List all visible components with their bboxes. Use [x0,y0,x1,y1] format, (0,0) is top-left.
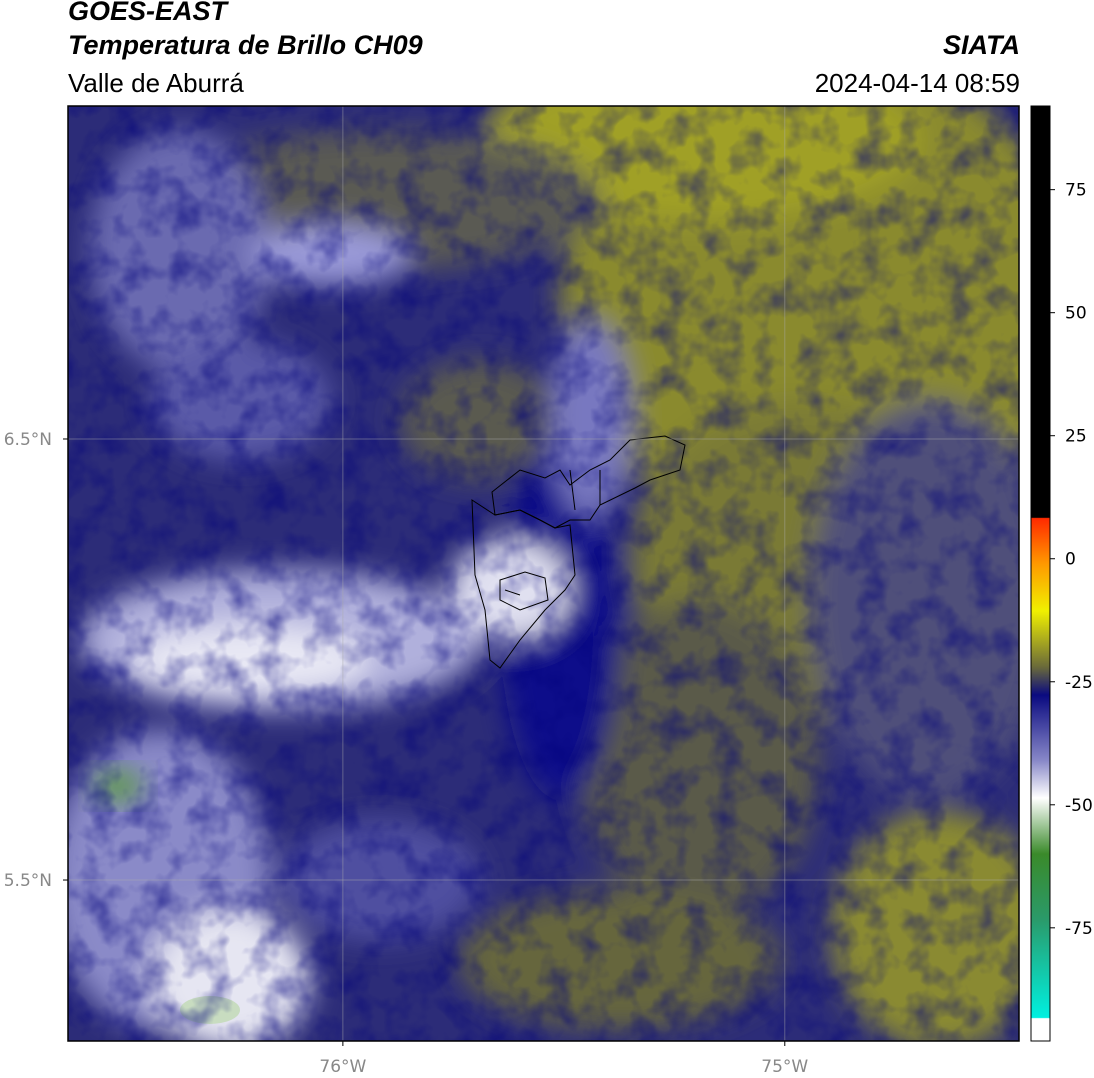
colorbar-label: -25 [1065,673,1093,693]
colorbar [1030,105,1051,1042]
graticule [68,106,1019,1041]
title: GOES-EAST [68,0,230,26]
lat-label: 5.5°N [4,871,52,891]
colorbar-label: 25 [1065,427,1087,447]
colorbar-label: -75 [1065,919,1093,939]
source: SIATA [943,30,1020,60]
lat-label: 6.5°N [4,430,52,450]
lon-label: 76°W [319,1057,366,1077]
municipality-borders [471,435,686,669]
lon-label: 75°W [761,1057,808,1077]
colorbar-label: 75 [1065,181,1087,201]
colorbar-label: 50 [1065,304,1087,324]
colorbar-label: -50 [1065,796,1093,816]
timestamp: 2024-04-14 08:59 [815,68,1020,98]
map-frame [67,105,1020,1042]
colorbar-label: 0 [1065,550,1076,570]
subtitle: Temperatura de Brillo CH09 [68,30,423,60]
satellite-image [68,106,1019,1041]
region: Valle de Aburrá [68,68,244,98]
